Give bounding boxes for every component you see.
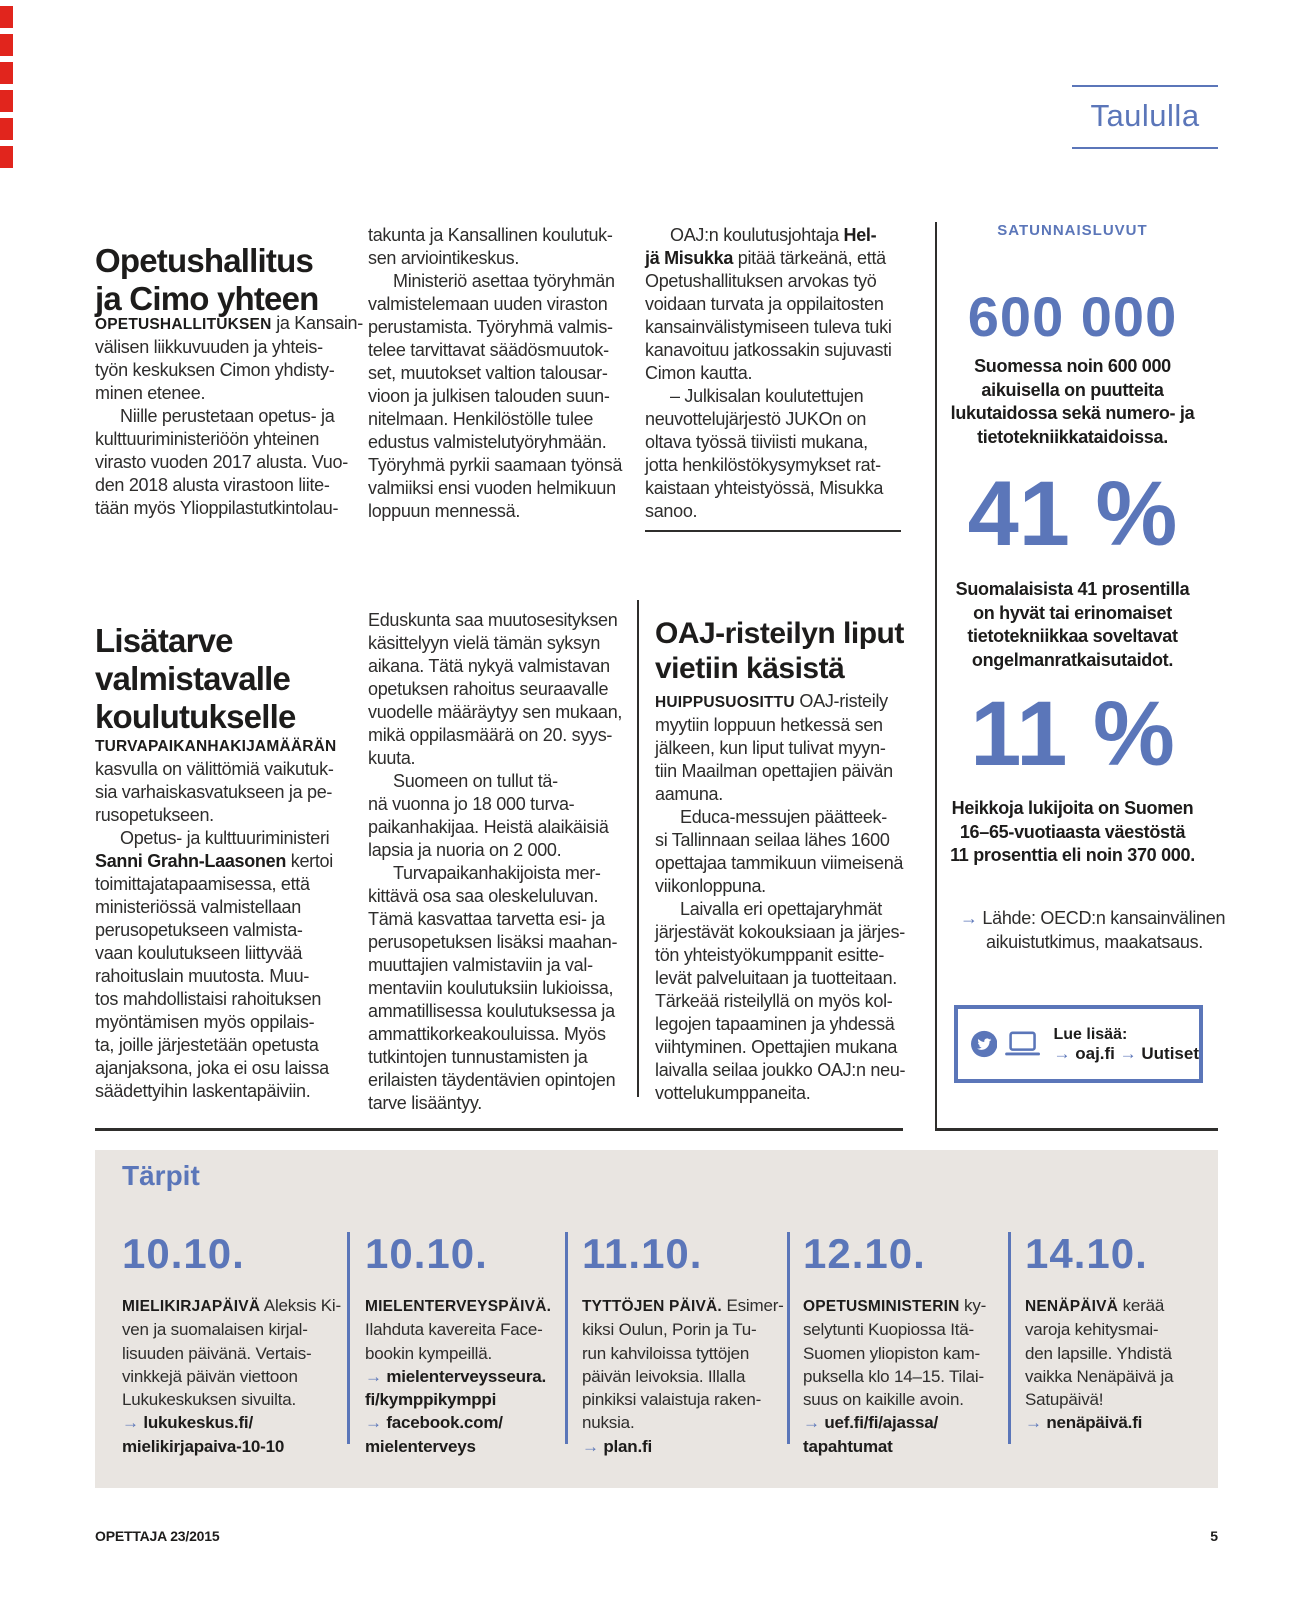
section-label-rule-bottom — [1072, 147, 1218, 149]
paragraph: OPETUSHALLITUKSEN ja Kansain- välisen li… — [95, 313, 363, 403]
tip-entry: 14.10. NENÄPÄIVÄ kerää varoja kehitysmai… — [1025, 1230, 1243, 1435]
tip-date: 14.10. — [1025, 1230, 1148, 1277]
article1-column3: OAJ:n koulutusjohtaja Hel- jä Misukka pi… — [645, 224, 907, 523]
source-note: → Lähde: OECD:n kansainvälinen aikuistut… — [960, 908, 1226, 952]
stat-number-600000: 600 000 — [967, 285, 1178, 348]
tip-date: 12.10. — [803, 1230, 926, 1277]
tip-entry: 10.10. MIELIKIRJAPÄIVÄ Aleksis Ki- ven j… — [122, 1230, 341, 1458]
tip-separator — [787, 1232, 790, 1444]
edge-color-mark — [0, 62, 13, 84]
tip-body: MIELENTERVEYSPÄIVÄ. Ilahduta kavereita F… — [365, 1298, 552, 1363]
stat-number-41pct: 41 % — [967, 463, 1178, 565]
tip-date: 10.10. — [122, 1230, 245, 1277]
twitter-icon — [971, 1030, 998, 1058]
laptop-icon — [1005, 1031, 1041, 1056]
read-more-box: Lue lisää: → oaj.fi → Uutiset — [954, 1005, 1203, 1083]
sidebar-label: SATUNNAISLUVUT — [997, 222, 1148, 239]
bottom-rule-right — [935, 1128, 1218, 1131]
stat-caption: Heikkoja lukijoita on Suomen 16–65-vuoti… — [950, 798, 1195, 865]
tip-body: NENÄPÄIVÄ kerää varoja kehitysmai- den l… — [1025, 1296, 1174, 1410]
stat-number-11pct: 11 % — [970, 683, 1175, 785]
paragraph: Niille perustetaan opetus- ja kulttuurim… — [95, 406, 348, 518]
paragraph: Ministeriö asettaa työryhmän valmistelem… — [368, 271, 623, 521]
stat-caption: Suomessa noin 600 000 aikuisella on puut… — [950, 356, 1195, 447]
article3-body: HUIPPUSUOSITTU OAJ-risteily myytiin lopp… — [655, 690, 913, 1105]
tip-link[interactable]: → mielenterveysseura. fi/kymppikymppi → … — [365, 1366, 547, 1456]
read-more-label: Lue lisää: — [1053, 1025, 1128, 1043]
tip-link[interactable]: → nenäpäivä.fi — [1025, 1413, 1143, 1433]
tip-link[interactable]: → lukukeskus.fi/ mielikirjapaiva-10-10 — [122, 1413, 285, 1456]
paragraph: Suomeen on tullut tä- nä vuonna jo 18 00… — [368, 771, 609, 860]
tip-entry: 11.10. TYTTÖJEN PÄIVÄ. Esimer- kiksi Oul… — [582, 1230, 800, 1458]
article2-column1: TURVAPAIKANHAKIJAMÄÄRÄN kasvulla on väli… — [95, 734, 353, 1103]
sidebar-random-numbers: SATUNNAISLUVUT 600 000 Suomessa noin 600… — [940, 222, 1225, 952]
magazine-issue: OPETTAJA 23/2015 — [95, 1528, 220, 1544]
sidebar-rule — [935, 222, 937, 1128]
paragraph: OAJ:n koulutusjohtaja Hel- jä Misukka pi… — [645, 225, 892, 383]
article-divider-rule — [645, 530, 901, 532]
paragraph: Laivalla eri opettajaryhmät järjestävät … — [655, 899, 906, 1103]
column-rule — [637, 600, 639, 1097]
paragraph: – Julkisalan koulutettujen neuvottelujär… — [645, 386, 884, 521]
article2-column2: Eduskunta saa muutosesityksen käsittelyy… — [368, 609, 634, 1115]
article2-title: Lisätarve valmistavalle koulutukselle — [95, 622, 296, 736]
paragraph: Educa-messujen päätteek- si Tallinnaan s… — [655, 807, 904, 896]
tips-section-background — [95, 1150, 1218, 1488]
tip-separator — [1008, 1232, 1011, 1444]
tip-separator — [565, 1232, 568, 1444]
edge-color-mark — [0, 6, 13, 28]
edge-color-mark — [0, 146, 13, 168]
tip-body: OPETUSMINISTERIN ky- selytunti Kuopiossa… — [803, 1296, 987, 1410]
paragraph: HUIPPUSUOSITTU OAJ-risteily myytiin lopp… — [655, 691, 893, 804]
stat-caption: Suomalaisista 41 prosentilla on hyvät ta… — [955, 579, 1190, 670]
page-number: 5 — [1210, 1528, 1218, 1544]
bottom-rule-left — [95, 1128, 903, 1131]
paragraph: Turvapaikanhakijoista mer- kittävä osa s… — [368, 863, 618, 1113]
tip-link[interactable]: → plan.fi — [582, 1436, 652, 1456]
edge-color-mark — [0, 90, 13, 112]
tip-entry: 10.10. MIELENTERVEYSPÄIVÄ. Ilahduta kave… — [365, 1230, 583, 1458]
paragraph: Opetus- ja kulttuuriministeri Sanni Grah… — [95, 828, 333, 1101]
article3-title: OAJ-risteilyn liput vietiin käsistä — [655, 617, 904, 686]
tip-link[interactable]: → uef.fi/fi/ajassa/ tapahtumat — [803, 1413, 939, 1456]
article1-column1: OPETUSHALLITUKSEN ja Kansain- välisen li… — [95, 312, 363, 520]
section-label-rule-top — [1072, 85, 1218, 87]
tip-date: 10.10. — [365, 1230, 488, 1277]
read-more-text: Lue lisää: → oaj.fi → Uutiset — [1054, 1025, 1200, 1064]
tip-body: TYTTÖJEN PÄIVÄ. Esimer- kiksi Oulun, Por… — [582, 1296, 784, 1433]
article1-column2: takunta ja Kansallinen koulutuk- sen arv… — [368, 224, 630, 523]
tips-section-label: Tärpit — [122, 1160, 200, 1191]
paragraph: takunta ja Kansallinen koulutuk- sen arv… — [368, 225, 613, 268]
tip-entry: 12.10. OPETUSMINISTERIN ky- selytunti Ku… — [803, 1230, 1021, 1458]
section-label: Taululla — [1090, 98, 1200, 133]
edge-color-mark — [0, 118, 13, 140]
tip-separator — [347, 1232, 350, 1444]
paragraph: Eduskunta saa muutosesityksen käsittelyy… — [368, 610, 623, 768]
tip-body: MIELIKIRJAPÄIVÄ Aleksis Ki- ven ja suoma… — [122, 1296, 341, 1410]
tip-date: 11.10. — [582, 1230, 703, 1277]
read-more-link[interactable]: → oaj.fi → Uutiset — [1053, 1043, 1200, 1063]
article1-title: Opetushallitus ja Cimo yhteen — [95, 242, 319, 318]
paragraph: TURVAPAIKANHAKIJAMÄÄRÄN kasvulla on väli… — [95, 738, 337, 825]
edge-color-mark — [0, 34, 13, 56]
